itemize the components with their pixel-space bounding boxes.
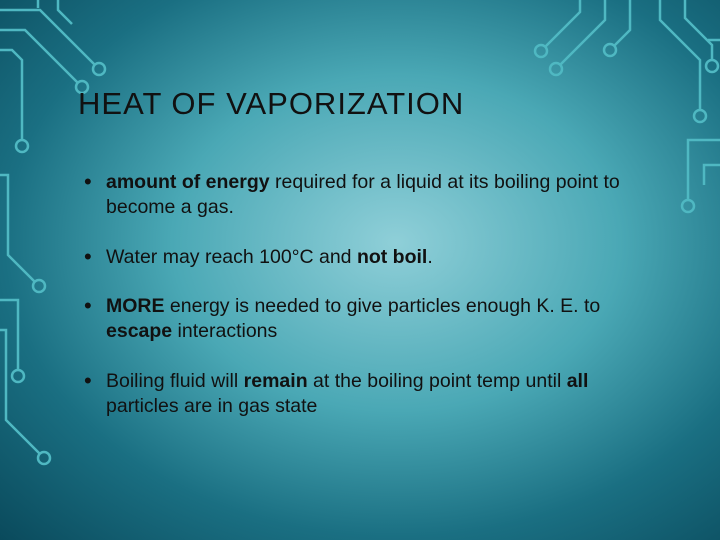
bullet-text-segment: Boiling fluid will — [106, 370, 244, 392]
bullet-text-segment: interactions — [172, 320, 277, 342]
bullet-text-segment: all — [567, 370, 589, 392]
bullet-list: amount of energy required for a liquid a… — [78, 170, 650, 419]
bullet-text-segment: remain — [244, 370, 308, 392]
slide-title: HEAT OF VAPORIZATION — [78, 86, 650, 122]
bullet-item: Boiling fluid will remain at the boiling… — [78, 369, 650, 420]
bullet-text-segment: escape — [106, 320, 172, 342]
bullet-text-segment: particles are in gas state — [106, 395, 317, 417]
bullet-item: amount of energy required for a liquid a… — [78, 170, 650, 221]
bullet-item: Water may reach 100°C and not boil. — [78, 245, 650, 270]
bullet-text-segment: at the boiling point temp until — [308, 370, 567, 392]
bullet-text-segment: Water may reach 100°C and — [106, 246, 357, 268]
bullet-text-segment: amount of energy — [106, 171, 270, 193]
bullet-text-segment: not boil — [357, 246, 427, 268]
bullet-text-segment: . — [427, 246, 432, 268]
slide-content: HEAT OF VAPORIZATION amount of energy re… — [0, 0, 720, 540]
bullet-item: MORE energy is needed to give particles … — [78, 294, 650, 345]
bullet-text-segment: MORE — [106, 295, 165, 317]
bullet-text-segment: energy is needed to give particles enoug… — [165, 295, 601, 317]
